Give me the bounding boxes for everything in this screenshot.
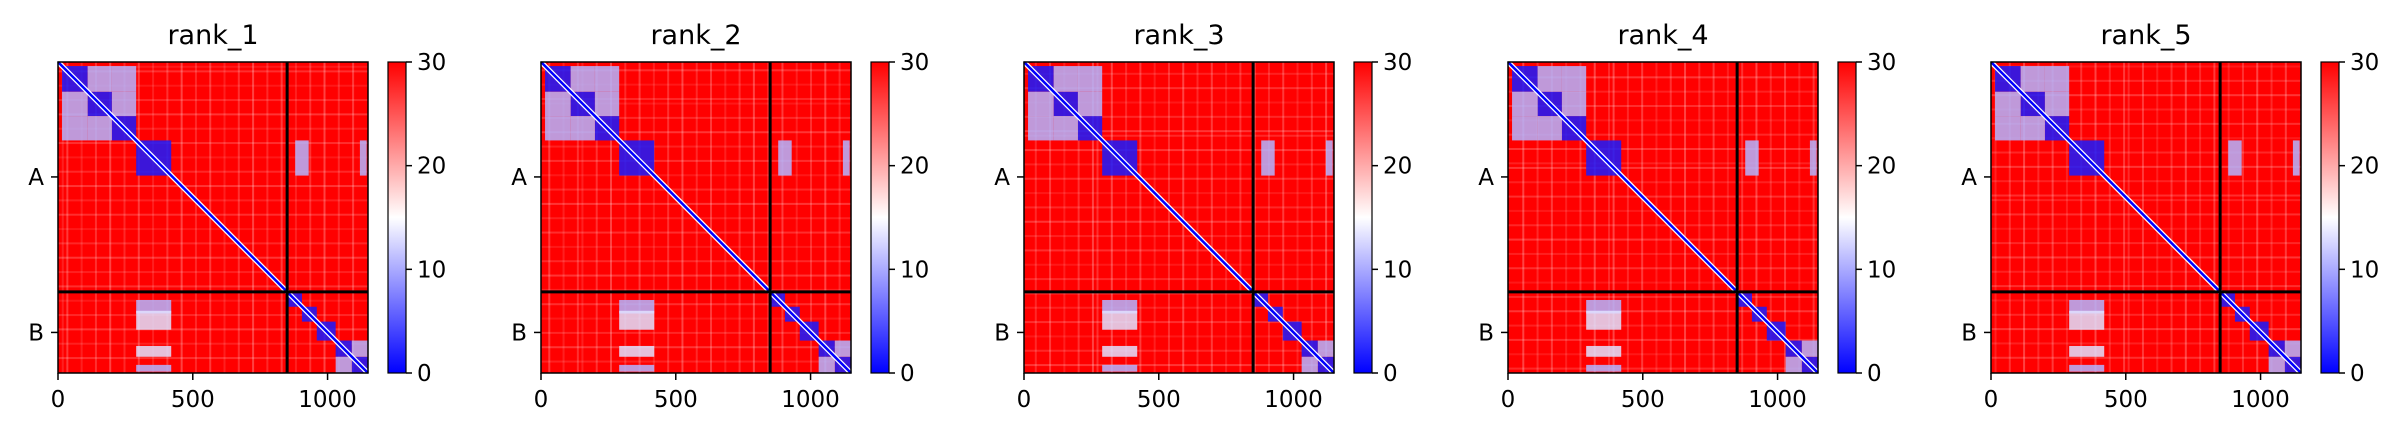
colorbar-gradient [1353, 61, 1373, 374]
colorbar-tick-label: 30 [417, 50, 446, 76]
y-tick-label-chain-B: B [1961, 320, 1977, 346]
axes-frame [1990, 61, 2302, 374]
panel-title: rank_3 [1133, 20, 1224, 51]
panel-title: rank_2 [650, 20, 741, 51]
y-tick-label-chain-B: B [511, 320, 527, 346]
y-tick-label-chain-A: A [994, 165, 1010, 191]
x-tick-label: 0 [1017, 387, 1032, 413]
colorbar-tick-label: 30 [900, 50, 929, 76]
y-tick-label-chain-A: A [28, 165, 44, 191]
axes-frame [57, 61, 369, 374]
colorbar-tick-label: 30 [1867, 50, 1896, 76]
colorbar-tick-label: 20 [2350, 154, 2379, 180]
panel-title: rank_1 [167, 20, 258, 51]
colorbar-tick-label: 10 [1383, 257, 1412, 283]
x-tick-label: 1000 [1264, 387, 1323, 413]
y-tick-label-chain-A: A [1478, 165, 1494, 191]
x-tick-label: 500 [171, 387, 215, 413]
axes-frame [540, 61, 852, 374]
colorbar-tick-label: 0 [1867, 361, 1882, 387]
heatmap-texture [1508, 62, 1818, 373]
diagonal [1507, 61, 1819, 374]
colorbar: 0 10 20 30 [1837, 50, 1896, 387]
colorbar-gradient [1837, 61, 1857, 374]
x-tick-label: 500 [1621, 387, 1665, 413]
colorbar-tick-label: 30 [1383, 50, 1412, 76]
pae-panel-1: rank_1 0 500 1000 A B 0 10 20 30 [28, 20, 446, 413]
pae-panel-3: rank_3 0 500 1000 A B 0 10 20 30 [994, 20, 1412, 413]
diagonal [1990, 61, 2302, 374]
x-tick-label: 1000 [781, 387, 840, 413]
colorbar-tick-label: 0 [1383, 361, 1398, 387]
x-tick-label: 500 [654, 387, 698, 413]
colorbar-tick-label: 10 [2350, 257, 2379, 283]
y-tick-label-chain-B: B [1478, 320, 1494, 346]
x-tick-label: 500 [2104, 387, 2148, 413]
domain-blocks [1995, 66, 2301, 373]
colorbar: 0 10 20 30 [870, 50, 929, 387]
y-tick-label-chain-B: B [994, 320, 1010, 346]
y-tick-label-chain-A: A [1961, 165, 1977, 191]
colorbar-gradient [870, 61, 890, 374]
colorbar-tick-label: 20 [900, 154, 929, 180]
diagonal [1023, 61, 1335, 374]
x-tick-label: 0 [534, 387, 549, 413]
colorbar-gradient [2320, 61, 2340, 374]
pae-panel-4: rank_4 0 500 1000 A B 0 10 20 30 [1478, 20, 1896, 413]
colorbar-tick-label: 0 [900, 361, 915, 387]
heatmap-texture [541, 62, 851, 373]
heatmap-texture [1024, 62, 1334, 373]
x-tick-label: 0 [1984, 387, 1999, 413]
colorbar-tick-label: 30 [2350, 50, 2379, 76]
x-tick-label: 1000 [1748, 387, 1807, 413]
colorbar-tick-label: 0 [417, 361, 432, 387]
colorbar-tick-label: 10 [1867, 257, 1896, 283]
panel-title: rank_4 [1617, 20, 1708, 51]
colorbar-tick-label: 20 [1867, 154, 1896, 180]
diagonal [540, 61, 852, 374]
diagonal [57, 61, 369, 374]
colorbar: 0 10 20 30 [387, 50, 446, 387]
pae-panel-5: rank_5 0 500 1000 A B 0 10 20 30 [1961, 20, 2379, 413]
x-tick-label: 0 [51, 387, 66, 413]
axes-frame [1507, 61, 1819, 374]
x-tick-label: 1000 [298, 387, 357, 413]
panel-title: rank_5 [2100, 20, 2191, 51]
y-tick-label-chain-A: A [511, 165, 527, 191]
pae-panel-2: rank_2 0 500 1000 A B 0 10 20 30 [511, 20, 929, 413]
colorbar-tick-label: 10 [900, 257, 929, 283]
y-tick-label-chain-B: B [28, 320, 44, 346]
x-tick-label: 1000 [2231, 387, 2290, 413]
x-tick-label: 500 [1137, 387, 1181, 413]
colorbar-tick-label: 0 [2350, 361, 2365, 387]
axes-frame [1023, 61, 1335, 374]
colorbar: 0 10 20 30 [2320, 50, 2379, 387]
colorbar: 0 10 20 30 [1353, 50, 1412, 387]
colorbar-gradient [387, 61, 407, 374]
colorbar-tick-label: 20 [1383, 154, 1412, 180]
x-tick-label: 0 [1501, 387, 1516, 413]
colorbar-tick-label: 10 [417, 257, 446, 283]
colorbar-tick-label: 20 [417, 154, 446, 180]
